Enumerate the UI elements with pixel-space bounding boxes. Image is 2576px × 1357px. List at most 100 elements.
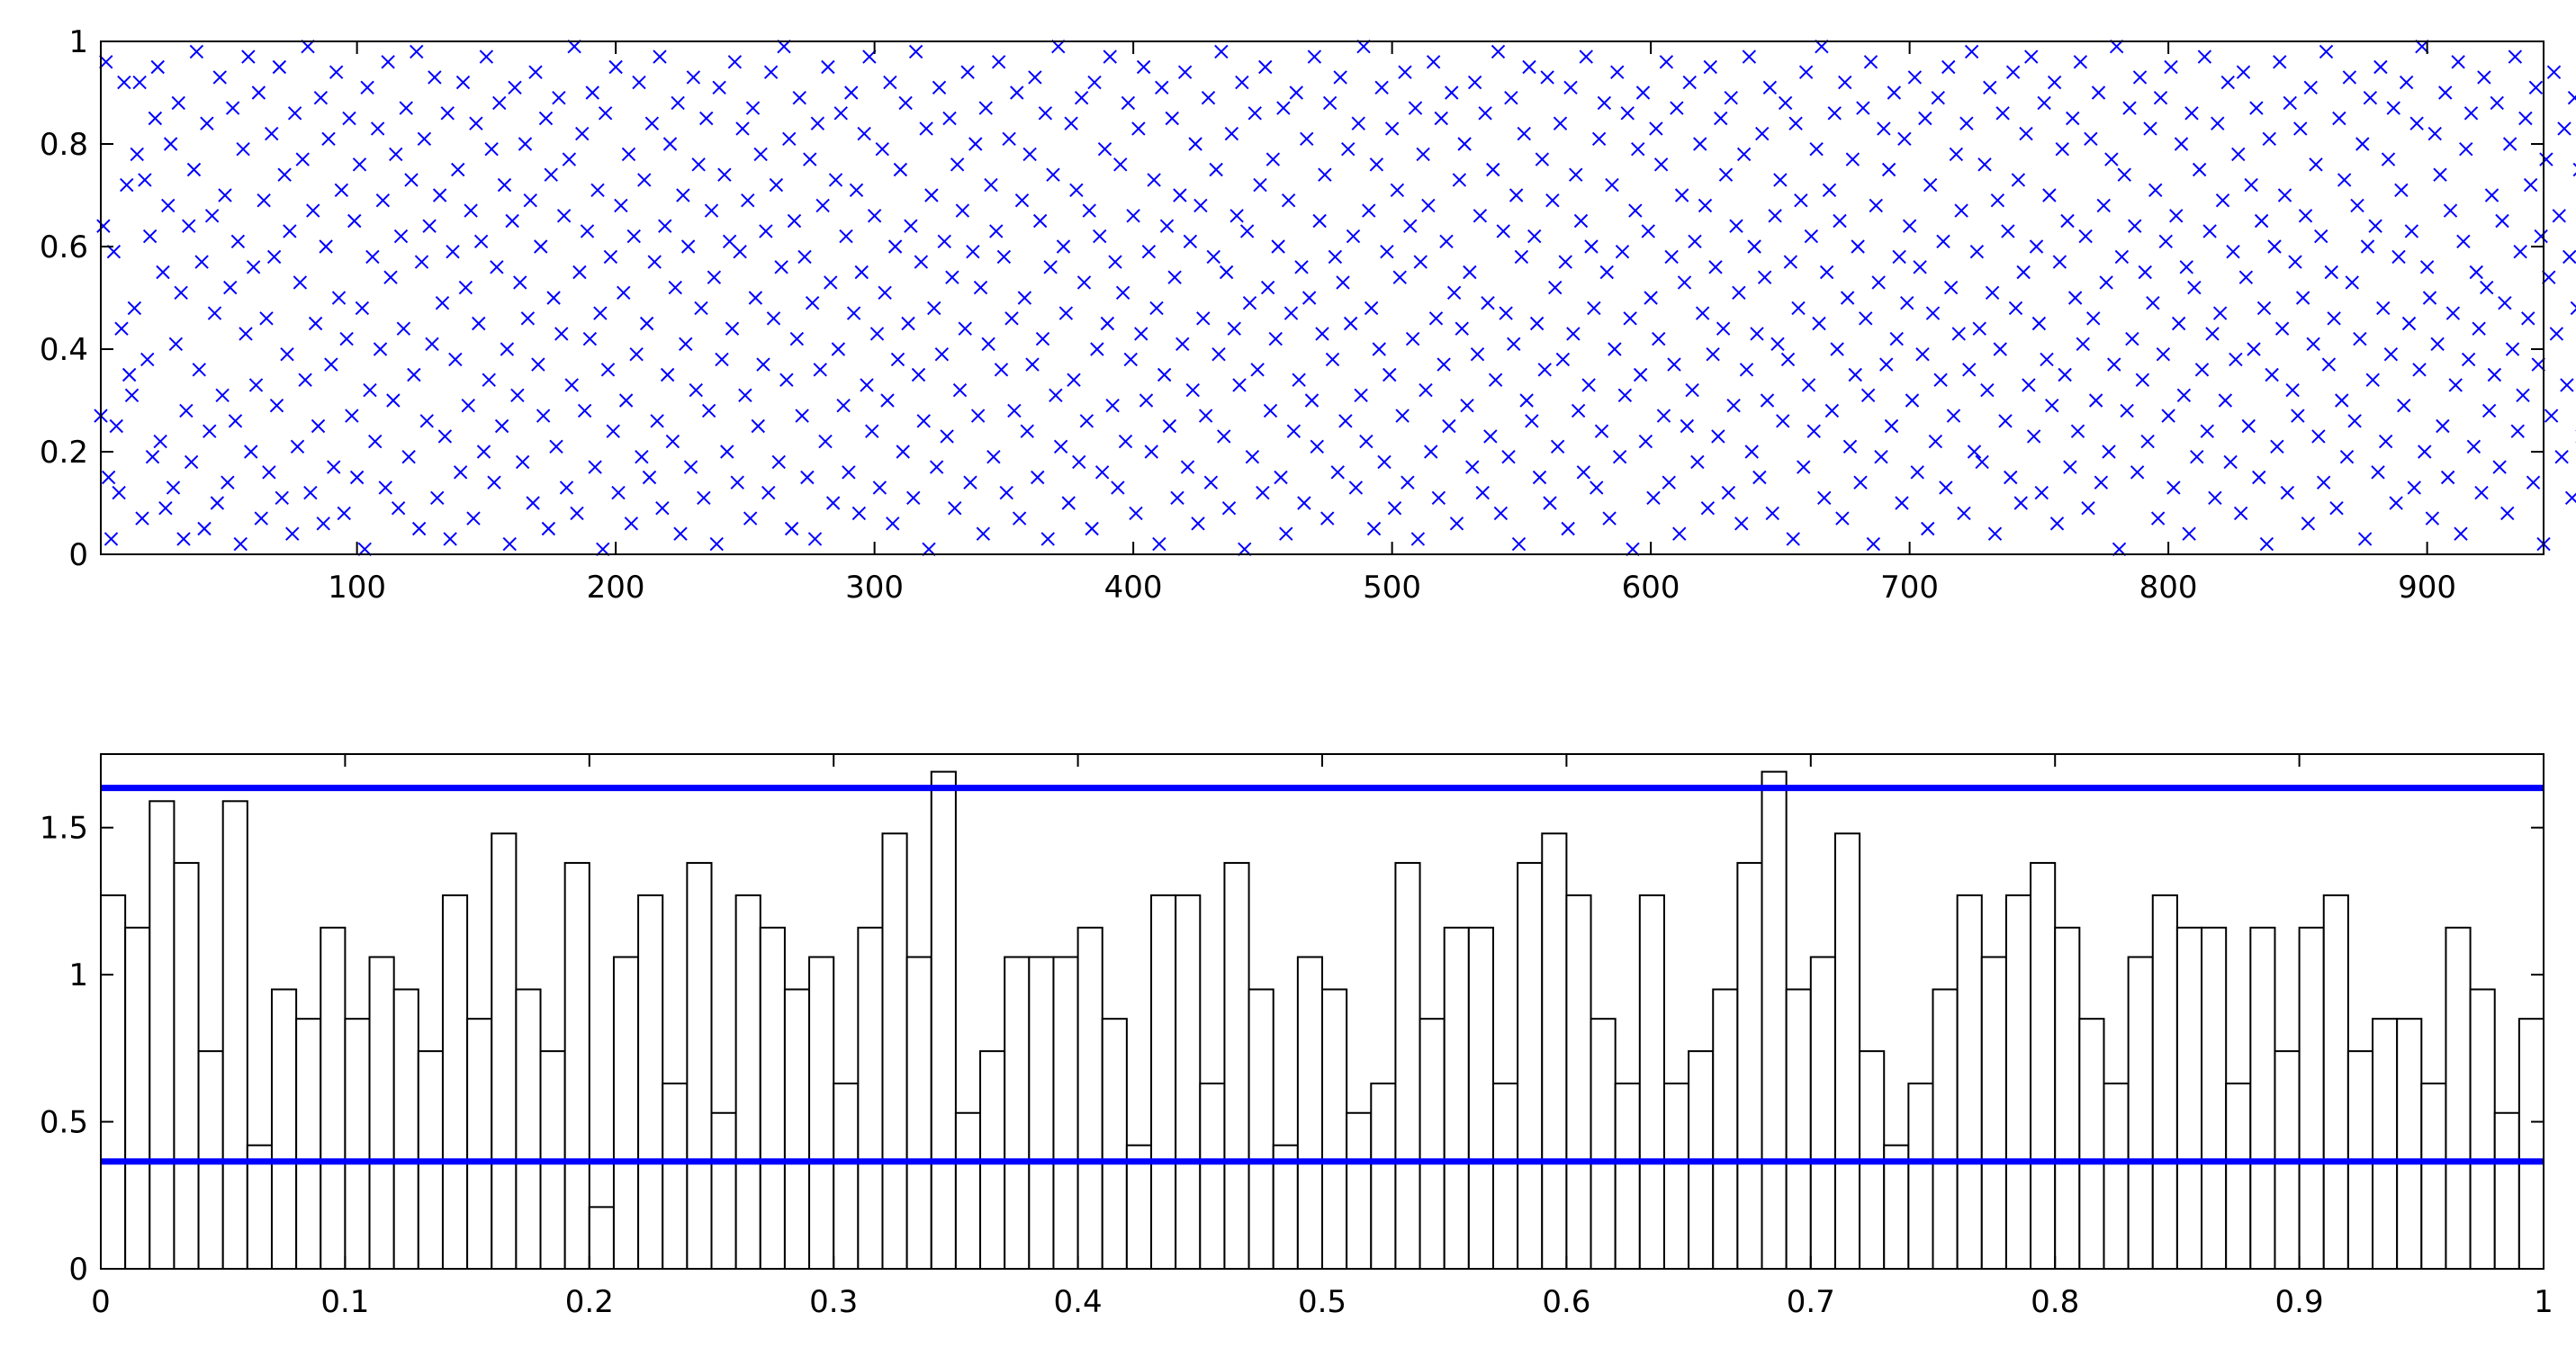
- scatter-point: [1633, 367, 1648, 382]
- scatter-point: [787, 213, 802, 229]
- scatter-point: [924, 188, 939, 202]
- scatter-point: [1998, 414, 2013, 428]
- scatter-point: [2187, 280, 2202, 295]
- scatter-point: [1842, 439, 1858, 454]
- scatter-point: [171, 95, 185, 111]
- scatter-point: [1416, 147, 1430, 162]
- scatter-point: [1612, 449, 1627, 464]
- scatter-point: [2042, 188, 2057, 202]
- histogram-bar: [2420, 1083, 2447, 1270]
- scatter-point: [1185, 382, 1200, 398]
- scatter-point: [1279, 526, 1293, 541]
- scatter-point: [908, 44, 923, 59]
- x-tick-label: 0.6: [1542, 1284, 1590, 1320]
- scatter-point: [1688, 234, 1702, 249]
- scatter-point: [1392, 270, 1407, 284]
- scatter-point: [1949, 147, 1964, 162]
- scatter-point: [2542, 270, 2556, 284]
- scatter-point: [2425, 511, 2440, 526]
- scatter-point: [1895, 496, 1909, 510]
- scatter-point: [1933, 373, 1948, 387]
- scatter-point: [538, 111, 554, 126]
- scatter-point: [617, 285, 631, 301]
- scatter-point: [446, 244, 460, 259]
- scatter-point: [779, 373, 794, 387]
- scatter-point: [2394, 183, 2409, 198]
- scatter-point: [176, 532, 191, 546]
- scatter-point: [994, 363, 1009, 377]
- scatter-point: [689, 382, 703, 398]
- x-tick-label: 0.3: [809, 1284, 858, 1320]
- scatter-point: [1838, 75, 1852, 90]
- scatter-point: [145, 449, 160, 464]
- scatter-point: [494, 418, 509, 434]
- scatter-point: [1652, 331, 1666, 346]
- scatter-point: [2376, 301, 2391, 316]
- scatter-point: [140, 352, 155, 367]
- scatter-point: [236, 141, 250, 157]
- scatter-point: [1990, 193, 2005, 208]
- scatter-point: [1493, 506, 1509, 521]
- scatter-point: [161, 198, 176, 213]
- scatter-point: [2096, 198, 2111, 213]
- scatter-point: [1258, 59, 1273, 75]
- scatter-point: [407, 367, 421, 382]
- scatter-point: [1439, 234, 1454, 249]
- histogram-bar: [2175, 926, 2203, 1270]
- scatter-point: [2448, 378, 2463, 392]
- scatter-point: [1025, 357, 1040, 372]
- scatter-point: [2107, 357, 2121, 372]
- histogram-bar: [1004, 956, 1031, 1270]
- scatter-point: [2459, 141, 2473, 157]
- histogram-bar: [1932, 988, 1959, 1270]
- scatter-point: [559, 481, 574, 495]
- scatter-point: [120, 177, 134, 193]
- scatter-point: [1496, 224, 1510, 238]
- scatter-point: [2526, 475, 2541, 490]
- scatter-point: [2008, 301, 2023, 316]
- scatter-point: [2153, 90, 2168, 105]
- scatter-point: [327, 460, 341, 474]
- histogram-bar: [2078, 1018, 2105, 1270]
- scatter-point: [2409, 116, 2424, 130]
- scatter-point: [2190, 449, 2204, 464]
- histogram-bar: [2151, 894, 2178, 1270]
- x-tick-label: 0.2: [565, 1284, 614, 1320]
- scatter-point: [792, 90, 806, 105]
- scatter-point: [2135, 373, 2150, 387]
- scatter-point: [932, 80, 947, 95]
- scatter-point: [1265, 152, 1281, 166]
- scatter-point: [1318, 167, 1332, 182]
- scatter-point: [831, 342, 846, 356]
- scatter-point: [570, 506, 584, 521]
- scatter-point: [1167, 270, 1182, 284]
- scatter-point: [1910, 465, 1924, 480]
- scatter-point: [2128, 219, 2142, 233]
- scatter-point: [186, 162, 202, 177]
- scatter-point: [2451, 55, 2465, 69]
- scatter-point: [2176, 388, 2192, 403]
- scatter-point: [112, 485, 126, 500]
- scatter-point: [844, 85, 859, 100]
- scatter-point: [2130, 465, 2145, 480]
- scatter-point: [818, 434, 833, 449]
- scatter-point: [1366, 521, 1382, 536]
- scatter-point: [1051, 39, 1066, 54]
- scatter-point: [1700, 500, 1716, 516]
- scatter-point: [1038, 106, 1053, 121]
- scatter-point: [2270, 439, 2284, 454]
- scatter-point: [1724, 90, 1738, 105]
- scatter-point: [1902, 219, 1917, 233]
- scatter-point: [257, 193, 271, 208]
- scatter-point: [473, 234, 489, 249]
- scatter-point: [2280, 485, 2295, 500]
- scatter-point: [1338, 414, 1353, 428]
- scatter-point: [1139, 393, 1154, 408]
- histogram-bar: [1150, 894, 1177, 1270]
- scatter-point: [564, 378, 579, 392]
- histogram-bar: [149, 800, 176, 1270]
- scatter-point: [1877, 121, 1891, 136]
- scatter-point: [365, 249, 380, 265]
- scatter-point: [210, 496, 225, 510]
- scatter-point: [1035, 331, 1050, 346]
